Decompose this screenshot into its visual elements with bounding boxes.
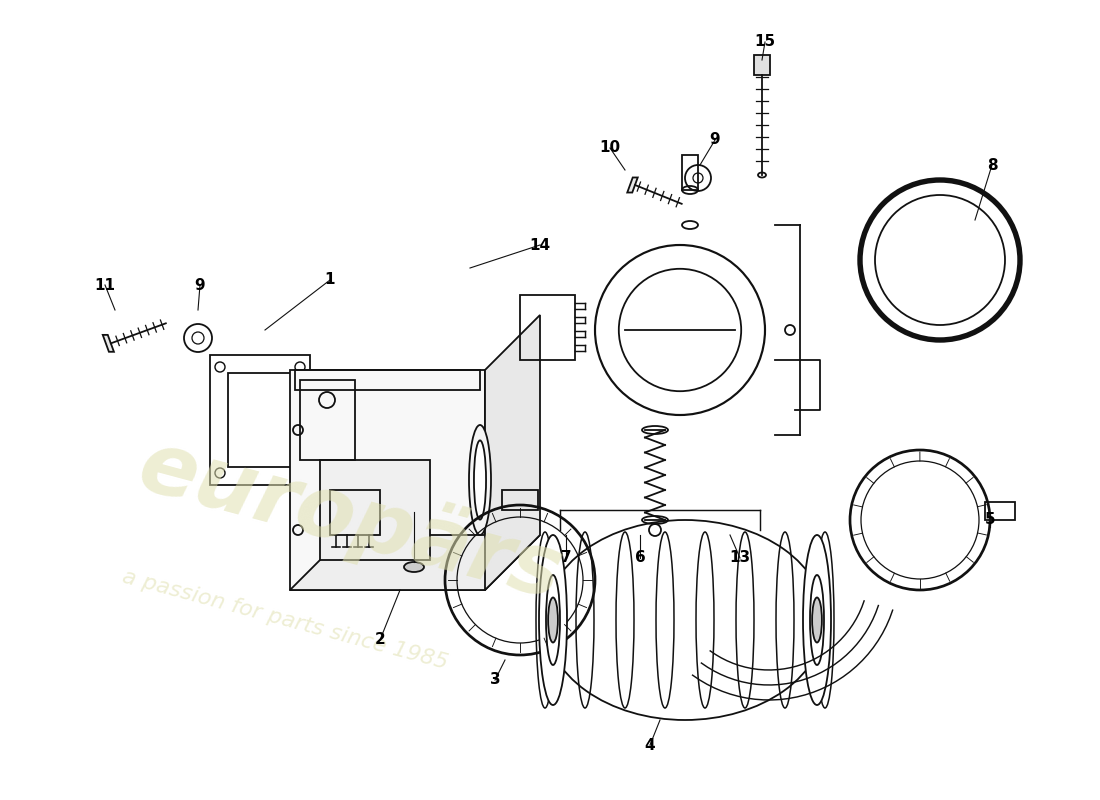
Text: 10: 10 <box>600 141 620 155</box>
Text: 5: 5 <box>984 513 996 527</box>
Text: 7: 7 <box>561 550 571 566</box>
Bar <box>984 502 1015 520</box>
Bar <box>228 373 292 467</box>
Text: 9: 9 <box>195 278 206 293</box>
Bar <box>330 490 380 535</box>
Ellipse shape <box>803 535 830 705</box>
Text: 11: 11 <box>95 278 116 293</box>
Bar <box>320 460 430 560</box>
Bar <box>502 490 538 510</box>
Text: a passion for parts since 1985: a passion for parts since 1985 <box>120 567 450 673</box>
Text: 6: 6 <box>635 550 646 566</box>
Text: 8: 8 <box>987 158 998 173</box>
Polygon shape <box>627 178 638 193</box>
Text: 15: 15 <box>755 34 775 50</box>
Ellipse shape <box>474 440 486 520</box>
Bar <box>682 155 698 190</box>
Text: 3: 3 <box>490 673 500 687</box>
Bar <box>210 355 310 485</box>
Bar <box>295 370 480 390</box>
Ellipse shape <box>539 535 566 705</box>
Text: europärs: europärs <box>130 423 572 617</box>
Text: 9: 9 <box>710 133 720 147</box>
Circle shape <box>874 195 1005 325</box>
Polygon shape <box>290 370 485 590</box>
Text: 14: 14 <box>529 238 551 253</box>
Ellipse shape <box>812 598 822 642</box>
Polygon shape <box>102 335 114 352</box>
Text: 1: 1 <box>324 273 336 287</box>
Ellipse shape <box>404 562 424 572</box>
Ellipse shape <box>548 598 558 642</box>
FancyBboxPatch shape <box>754 55 770 75</box>
Text: 13: 13 <box>729 550 750 566</box>
Polygon shape <box>290 535 540 590</box>
Polygon shape <box>485 315 540 590</box>
Text: 4: 4 <box>645 738 656 753</box>
Ellipse shape <box>758 173 766 178</box>
Bar <box>300 380 355 460</box>
Ellipse shape <box>469 425 491 535</box>
Text: 2: 2 <box>375 633 385 647</box>
Bar <box>520 295 575 360</box>
